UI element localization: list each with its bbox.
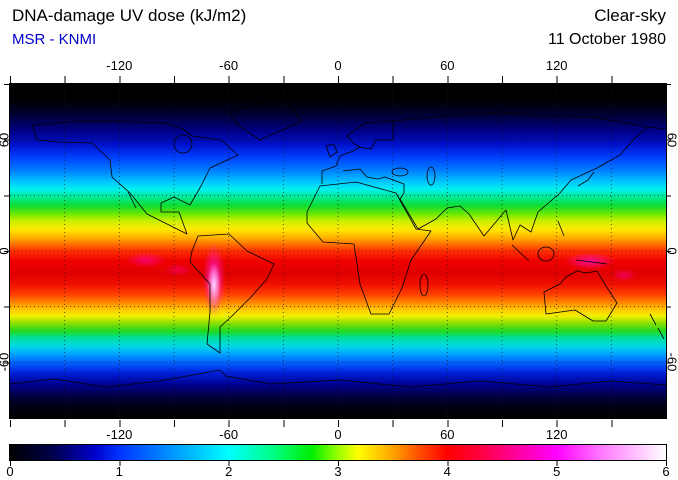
coastlines-grid-overlay <box>10 84 666 418</box>
hudson-bay <box>173 134 193 154</box>
date-label: 11 October 1980 <box>547 31 666 48</box>
colorbar-ticks <box>10 461 667 466</box>
colorbar-tick-label: 3 <box>334 464 342 479</box>
condition-label: Clear-sky <box>594 6 666 25</box>
colorbar-tick-label: 2 <box>225 464 233 479</box>
black-sea <box>391 167 409 177</box>
lon-tick-label-top: -120 <box>106 58 133 73</box>
coast-australia <box>543 270 618 322</box>
figure-title: DNA-damage UV dose (kJ/m2) <box>12 6 247 25</box>
colorbar-tick-label: 6 <box>662 464 670 479</box>
colorbar <box>9 444 667 461</box>
coast-japan <box>577 171 595 187</box>
caspian-sea <box>426 166 436 186</box>
coast-sumatra <box>511 244 530 262</box>
coast-mediterranean <box>342 168 405 193</box>
lon-tick-label-bottom: 120 <box>545 427 568 442</box>
coast-new-zealand <box>649 313 665 340</box>
source-label: MSR - KNMI <box>12 31 97 48</box>
lon-tick-label-top: -60 <box>219 58 239 73</box>
coast-africa <box>306 181 432 315</box>
coast-north-america <box>31 120 239 235</box>
lon-tick-label-top: 60 <box>440 58 455 73</box>
coast-new-guinea <box>575 259 608 265</box>
madagascar <box>419 273 429 297</box>
colorbar-tick-label: 1 <box>115 464 123 479</box>
coastlines <box>10 96 666 388</box>
coast-philippines <box>557 220 565 237</box>
colorbar-tick-label: 5 <box>553 464 561 479</box>
coast-baja <box>127 191 137 209</box>
lon-tick-label-top: 120 <box>545 58 568 73</box>
colorbar-tick-label: 4 <box>443 464 451 479</box>
coast-antarctica <box>10 369 666 388</box>
axis-ticks-right <box>666 84 671 418</box>
coast-south-america <box>189 233 275 354</box>
axis-ticks-left <box>4 84 9 418</box>
lon-tick-label-bottom: 60 <box>440 427 455 442</box>
axis-ticks-top <box>10 76 666 83</box>
lon-tick-label-bottom: -120 <box>106 427 133 442</box>
lon-tick-label-bottom: -60 <box>219 427 239 442</box>
header-row-1: DNA-damage UV dose (kJ/m2) Clear-sky <box>12 6 666 26</box>
coast-british-isles <box>325 143 338 158</box>
lon-tick-label-top: 0 <box>334 58 342 73</box>
graticule-grid-lines <box>10 84 666 418</box>
colorbar-tick-label: 0 <box>6 464 14 479</box>
axis-ticks-bottom <box>10 420 666 427</box>
coast-europe <box>321 120 394 184</box>
coast-greenland <box>228 96 303 141</box>
header-row-2: MSR - KNMI 11 October 1980 <box>12 31 666 49</box>
coast-asia-north <box>392 111 666 130</box>
lon-tick-label-bottom: 0 <box>334 427 342 442</box>
coast-asia-east-south <box>399 126 649 241</box>
borneo <box>537 246 555 262</box>
world-map-panel <box>9 83 667 419</box>
